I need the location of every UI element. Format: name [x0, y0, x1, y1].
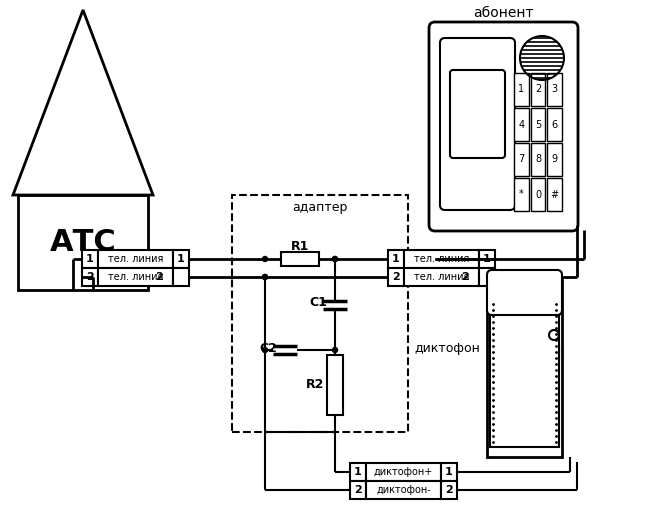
Text: 0: 0: [535, 190, 541, 200]
Text: тел. линия: тел. линия: [108, 254, 163, 264]
Bar: [82, 268, 98, 286]
Text: АТС: АТС: [50, 228, 116, 257]
Bar: [388, 250, 404, 268]
Text: адаптер: адаптер: [292, 201, 348, 213]
Bar: [531, 73, 545, 106]
Text: 2: 2: [86, 272, 94, 282]
Bar: [547, 143, 562, 176]
Text: 2: 2: [354, 485, 362, 495]
Bar: [366, 481, 441, 499]
FancyBboxPatch shape: [487, 270, 562, 315]
Bar: [350, 463, 366, 481]
Text: 2: 2: [445, 485, 453, 495]
Text: 6: 6: [551, 119, 558, 129]
Circle shape: [262, 347, 268, 353]
Text: 2: 2: [461, 272, 469, 282]
Bar: [547, 73, 562, 106]
Text: 2: 2: [155, 272, 163, 282]
Bar: [531, 143, 545, 176]
Bar: [547, 108, 562, 141]
Bar: [366, 463, 441, 481]
Bar: [404, 268, 479, 286]
Circle shape: [332, 257, 338, 261]
Text: тел. линия: тел. линия: [414, 254, 469, 264]
Bar: [327, 355, 343, 415]
Text: 5: 5: [535, 119, 541, 129]
Circle shape: [332, 257, 338, 261]
Bar: [490, 292, 559, 447]
FancyBboxPatch shape: [440, 38, 515, 210]
Text: *: *: [519, 190, 524, 200]
Text: 4: 4: [518, 119, 524, 129]
Text: C1: C1: [309, 297, 327, 309]
Text: 1: 1: [518, 84, 524, 95]
Text: 3: 3: [551, 84, 558, 95]
Bar: [350, 481, 366, 499]
Bar: [441, 463, 457, 481]
Bar: [232, 195, 408, 432]
Text: диктофон+: диктофон+: [374, 467, 433, 477]
Bar: [531, 108, 545, 141]
Text: тел. линия: тел. линия: [108, 272, 163, 282]
Text: R1: R1: [291, 240, 309, 253]
FancyBboxPatch shape: [429, 22, 578, 231]
Text: R2: R2: [306, 379, 324, 391]
Text: диктофон-: диктофон-: [376, 485, 431, 495]
Bar: [173, 268, 189, 286]
Bar: [388, 268, 404, 286]
Bar: [547, 178, 562, 211]
Text: C2: C2: [259, 342, 277, 354]
Bar: [514, 73, 529, 106]
Text: 1: 1: [177, 254, 185, 264]
Text: 1: 1: [392, 254, 400, 264]
Bar: [404, 250, 479, 268]
Bar: [479, 268, 495, 286]
Bar: [549, 348, 559, 360]
Text: 1: 1: [445, 467, 453, 477]
Bar: [487, 280, 562, 457]
Bar: [82, 250, 98, 268]
Circle shape: [262, 275, 268, 279]
Text: абонент: абонент: [473, 6, 533, 20]
Bar: [18, 195, 148, 290]
Text: 1: 1: [483, 254, 491, 264]
Bar: [441, 481, 457, 499]
Text: 7: 7: [518, 155, 524, 165]
Circle shape: [262, 275, 268, 279]
Text: 9: 9: [551, 155, 558, 165]
Text: 2: 2: [392, 272, 400, 282]
Circle shape: [262, 257, 268, 261]
Text: 1: 1: [86, 254, 94, 264]
Bar: [98, 268, 173, 286]
Bar: [514, 143, 529, 176]
Bar: [479, 250, 495, 268]
Text: 2: 2: [535, 84, 541, 95]
Bar: [514, 178, 529, 211]
Text: #: #: [551, 190, 559, 200]
Circle shape: [332, 347, 338, 353]
Bar: [173, 250, 189, 268]
Text: 8: 8: [535, 155, 541, 165]
Bar: [531, 178, 545, 211]
Text: тел. линия: тел. линия: [414, 272, 469, 282]
Text: 1: 1: [354, 467, 362, 477]
Bar: [514, 108, 529, 141]
Bar: [98, 250, 173, 268]
FancyBboxPatch shape: [450, 70, 505, 158]
Text: диктофон: диктофон: [414, 342, 480, 355]
Bar: [281, 252, 319, 266]
